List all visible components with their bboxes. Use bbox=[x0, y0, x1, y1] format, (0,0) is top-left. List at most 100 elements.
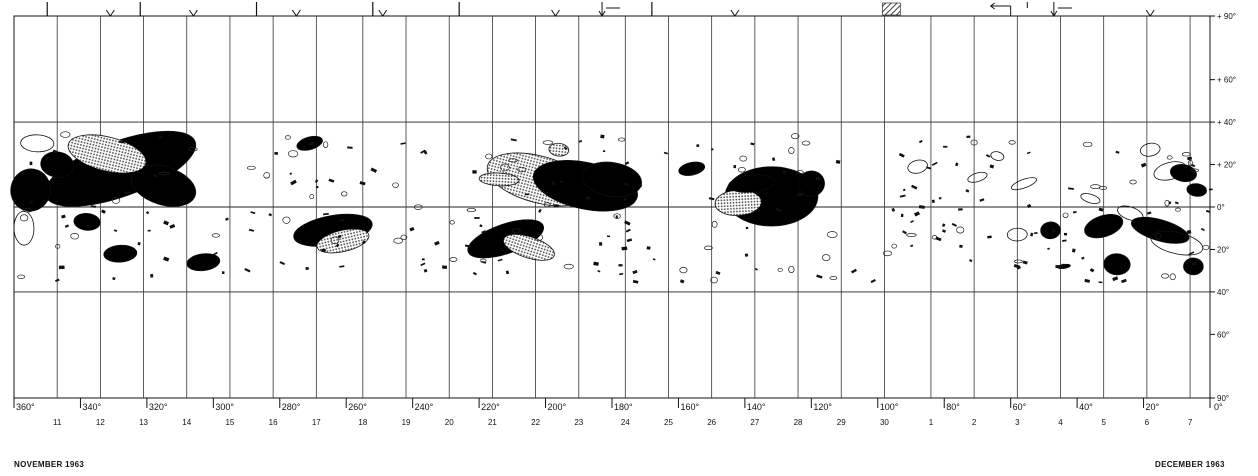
activity-speck bbox=[1008, 140, 1016, 145]
activity-speck bbox=[359, 181, 366, 186]
activity-speck bbox=[290, 179, 297, 186]
activity-speck bbox=[52, 149, 58, 154]
day-label: 11 bbox=[53, 418, 62, 427]
activity-speck bbox=[90, 205, 96, 208]
activity-speck bbox=[1068, 187, 1074, 190]
activity-speck bbox=[1166, 155, 1173, 160]
activity-speck bbox=[421, 258, 425, 261]
activity-speck bbox=[347, 146, 353, 149]
activity-region bbox=[1084, 213, 1124, 239]
activity-speck bbox=[150, 273, 154, 278]
longitude-tick-label: 320° bbox=[149, 402, 168, 412]
activity-speck bbox=[777, 267, 783, 272]
activity-speck bbox=[485, 153, 493, 160]
activity-speck bbox=[100, 209, 106, 214]
activity-speck bbox=[1072, 211, 1077, 214]
activity-speck bbox=[646, 246, 651, 250]
latitude-tick-label: 20° bbox=[1217, 245, 1229, 254]
longitude-tick-label: 260° bbox=[348, 402, 367, 412]
top-tick-arrow bbox=[989, 2, 1012, 16]
activity-speck bbox=[328, 178, 335, 183]
day-label: 7 bbox=[1188, 418, 1193, 427]
latitude-tick-label: 90° bbox=[1217, 394, 1229, 403]
latitude-tick-label: 0° bbox=[1217, 203, 1225, 212]
activity-speck bbox=[542, 140, 554, 145]
activity-speck bbox=[1013, 264, 1020, 269]
activity-speck bbox=[985, 154, 991, 158]
activity-speck bbox=[910, 220, 914, 223]
top-tick-v bbox=[1145, 9, 1155, 17]
activity-speck bbox=[1129, 179, 1137, 185]
activity-speck bbox=[1200, 227, 1205, 232]
activity-speck bbox=[791, 133, 800, 140]
activity-speck bbox=[1098, 207, 1104, 212]
activity-speck bbox=[711, 220, 718, 228]
activity-region bbox=[130, 164, 197, 207]
top-tick-arrow bbox=[598, 2, 621, 17]
day-label: 30 bbox=[880, 418, 889, 427]
day-label: 15 bbox=[225, 418, 234, 427]
activity-speck bbox=[788, 147, 795, 154]
activity-speck bbox=[624, 220, 631, 226]
activity-speck bbox=[449, 220, 455, 225]
activity-speck bbox=[442, 265, 448, 269]
activity-speck bbox=[1190, 168, 1200, 173]
activity-speck bbox=[248, 228, 255, 232]
activity-speck bbox=[710, 276, 718, 284]
activity-speck bbox=[1063, 232, 1068, 236]
activity-speck bbox=[989, 164, 995, 169]
activity-region bbox=[1006, 227, 1028, 242]
activity-region bbox=[1103, 253, 1131, 276]
top-tick-v bbox=[551, 9, 560, 17]
activity-region bbox=[1150, 230, 1204, 256]
day-label: 20 bbox=[445, 418, 454, 427]
activity-speck bbox=[771, 157, 776, 162]
activity-speck bbox=[652, 258, 656, 261]
activity-speck bbox=[902, 230, 907, 235]
activity-speck bbox=[497, 258, 503, 262]
activity-speck bbox=[512, 228, 521, 234]
activity-speck bbox=[538, 208, 542, 213]
activity-speck bbox=[163, 220, 169, 226]
activity-regions bbox=[10, 130, 1213, 284]
activity-region bbox=[316, 228, 370, 254]
activity-speck bbox=[330, 236, 340, 245]
activity-speck bbox=[1082, 141, 1093, 148]
activity-speck bbox=[111, 196, 121, 204]
activity-speck bbox=[474, 217, 480, 219]
day-label: 3 bbox=[1015, 418, 1020, 427]
activity-region bbox=[678, 161, 706, 176]
activity-speck bbox=[955, 162, 959, 167]
activity-speck bbox=[64, 224, 70, 228]
activity-speck bbox=[1081, 256, 1085, 260]
activity-speck bbox=[1154, 233, 1162, 240]
activity-speck bbox=[316, 185, 319, 189]
top-tick-v bbox=[291, 9, 301, 17]
activity-speck bbox=[1174, 201, 1179, 205]
activity-speck bbox=[420, 149, 426, 154]
activity-speck bbox=[913, 211, 920, 217]
latitude-tick-label: + 90° bbox=[1217, 12, 1236, 21]
activity-speck bbox=[423, 150, 428, 155]
activity-speck bbox=[883, 250, 892, 257]
day-label: 6 bbox=[1145, 418, 1150, 427]
activity-speck bbox=[1030, 232, 1034, 237]
activity-speck bbox=[970, 139, 978, 146]
longitude-tick-label: 280° bbox=[282, 402, 301, 412]
activity-speck bbox=[606, 235, 611, 238]
longitude-tick-label: 120° bbox=[813, 402, 832, 412]
activity-speck bbox=[918, 205, 925, 209]
longitude-tick-label: 140° bbox=[747, 402, 766, 412]
activity-region bbox=[1040, 221, 1061, 240]
activity-speck bbox=[626, 238, 633, 243]
activity-region bbox=[1186, 183, 1207, 197]
activity-speck bbox=[563, 263, 574, 270]
activity-speck bbox=[308, 141, 315, 147]
activity-speck bbox=[1047, 247, 1050, 250]
activity-speck bbox=[370, 167, 378, 173]
activity-speck bbox=[244, 267, 251, 273]
activity-speck bbox=[1121, 278, 1127, 284]
activity-speck bbox=[559, 180, 564, 183]
activity-speck bbox=[55, 278, 60, 282]
activity-speck bbox=[146, 211, 150, 215]
